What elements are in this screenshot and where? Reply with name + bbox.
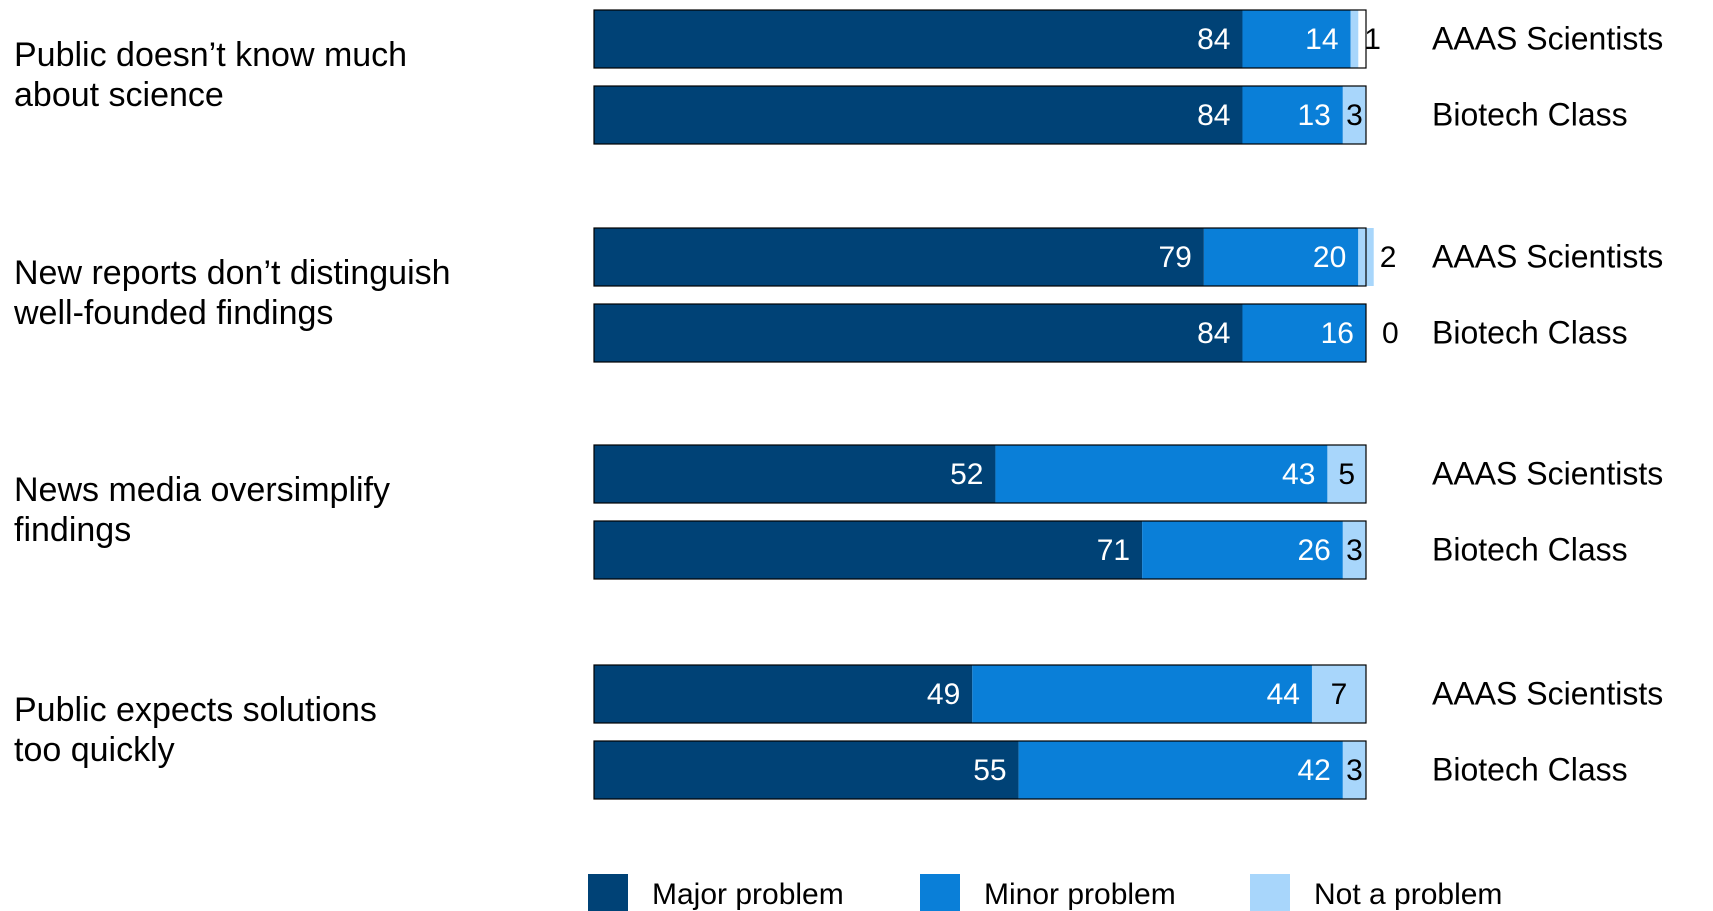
bar-outline xyxy=(593,520,1367,580)
bar-outline xyxy=(593,85,1367,145)
data-label: 71 xyxy=(1097,534,1130,567)
category-label: News media oversimplify findings xyxy=(14,471,390,549)
group-label: Biotech Class xyxy=(1432,96,1628,132)
bar-outline xyxy=(593,444,1367,504)
bar-segment xyxy=(1342,741,1366,799)
bar-segment xyxy=(1327,445,1366,503)
data-label: 13 xyxy=(1297,99,1330,132)
bar-segment xyxy=(594,228,1204,286)
data-label: 14 xyxy=(1305,23,1338,56)
legend-label: Major problem xyxy=(652,878,844,911)
bar-segment xyxy=(1342,86,1366,144)
group-label: Biotech Class xyxy=(1432,314,1628,350)
data-label: 84 xyxy=(1197,23,1230,56)
bar-segment xyxy=(1018,741,1343,799)
data-label: 52 xyxy=(950,458,983,491)
legend-label: Minor problem xyxy=(984,878,1176,911)
bar-segment xyxy=(1242,86,1343,144)
group-label: AAAS Scientists xyxy=(1432,238,1663,274)
data-label: 49 xyxy=(927,678,960,711)
bar-outline xyxy=(593,9,1367,69)
bar-segment xyxy=(1342,521,1366,579)
group-label: AAAS Scientists xyxy=(1432,20,1663,56)
bar-outline xyxy=(593,740,1367,800)
legend-swatch xyxy=(588,874,628,911)
data-label: 3 xyxy=(1346,534,1363,567)
bar-segment xyxy=(594,445,996,503)
bar-segment xyxy=(594,665,973,723)
data-label: 44 xyxy=(1267,678,1300,711)
data-label: 43 xyxy=(1282,458,1315,491)
bar-segment xyxy=(594,10,1243,68)
bar-segment xyxy=(1242,304,1366,362)
bar-segment xyxy=(594,304,1243,362)
data-label: 79 xyxy=(1159,241,1192,274)
bar-segment xyxy=(594,741,1019,799)
bar-segment xyxy=(594,521,1143,579)
data-label: 0 xyxy=(1382,317,1399,350)
data-label: 1 xyxy=(1364,23,1381,56)
category-label: New reports don’t distinguish well-founde… xyxy=(13,254,451,332)
category-label: Public doesn’t know much about science xyxy=(14,36,407,114)
bar-outline xyxy=(593,227,1367,287)
bar-segment xyxy=(1311,665,1366,723)
data-label: 84 xyxy=(1197,99,1230,132)
group-label: Biotech Class xyxy=(1432,751,1628,787)
group-label: AAAS Scientists xyxy=(1432,455,1663,491)
data-label: 55 xyxy=(973,754,1006,787)
data-label: 20 xyxy=(1313,241,1346,274)
group-label: Biotech Class xyxy=(1432,531,1628,567)
data-label: 3 xyxy=(1346,99,1363,132)
bar-outline xyxy=(593,303,1367,363)
bar-segment xyxy=(1242,10,1351,68)
group-label: AAAS Scientists xyxy=(1432,675,1663,711)
bar-segment xyxy=(995,445,1328,503)
data-label: 2 xyxy=(1380,241,1397,274)
bar-outline xyxy=(593,664,1367,724)
bar-segment xyxy=(1142,521,1343,579)
bar-segment xyxy=(972,665,1312,723)
data-label: 26 xyxy=(1297,534,1330,567)
data-label: 42 xyxy=(1297,754,1330,787)
data-label: 16 xyxy=(1321,317,1354,350)
category-label: Public expects solutions too quickly xyxy=(14,691,377,769)
legend-label: Not a problem xyxy=(1314,878,1502,911)
bar-segment xyxy=(594,86,1243,144)
legend-swatch xyxy=(920,874,960,911)
data-label: 7 xyxy=(1331,678,1348,711)
data-label: 5 xyxy=(1338,458,1355,491)
bar-segment xyxy=(1350,10,1359,68)
legend-swatch xyxy=(1250,874,1290,911)
data-label: 84 xyxy=(1197,317,1230,350)
bar-segment xyxy=(1203,228,1359,286)
data-label: 3 xyxy=(1346,754,1363,787)
